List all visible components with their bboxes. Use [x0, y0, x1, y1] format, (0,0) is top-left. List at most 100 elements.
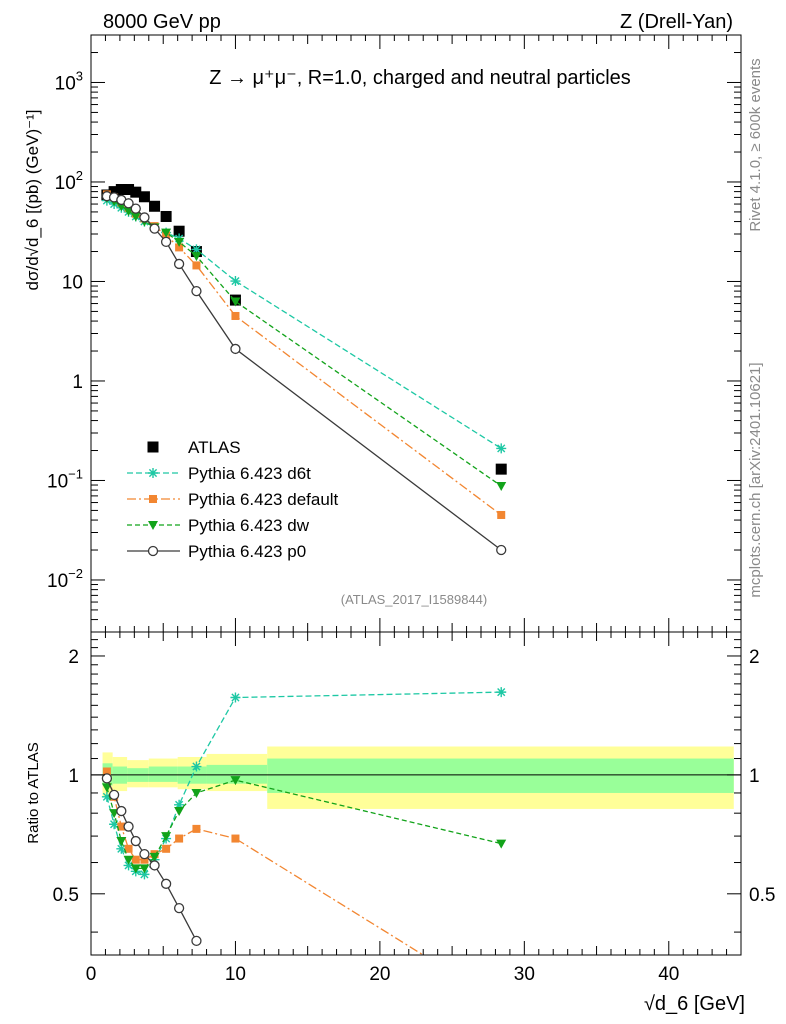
point-atlas — [130, 186, 142, 198]
ratio-point-pythia-6-423-dw — [496, 839, 507, 849]
ratio-point-pythia-6-423-dw — [123, 855, 134, 865]
point-atlas — [173, 225, 185, 237]
x-axis-label: √d_6 [GeV] — [644, 993, 745, 1015]
x-tick-label: 0 — [86, 964, 97, 985]
legend-entry-atlas: ATLAS — [147, 438, 241, 457]
band-inner — [267, 758, 734, 793]
ratio-point-pythia-6-423-dw — [149, 852, 160, 862]
ratio-point-pythia-6-423-p0 — [116, 805, 127, 817]
point-pythia-6-423-p0 — [149, 223, 160, 234]
legend-entry-pythia-6-423-d6t: Pythia 6.423 d6t — [127, 464, 311, 483]
ratio-series-pythia-6-423-dw — [101, 776, 507, 874]
ratio-ticks: 0.5 0.51 12 20 10 20 30 40 — [53, 632, 775, 985]
legend-entry-pythia-6-423-default: Pythia 6.423 default — [127, 490, 339, 509]
ratio-point-pythia-6-423-dw — [161, 832, 172, 842]
ratio-point-pythia-6-423-p0 — [101, 773, 113, 784]
ratio-point-pythia-6-423-default — [162, 844, 171, 853]
ratio-plot-frame — [90, 631, 742, 956]
x-tick-label: 20 — [369, 964, 390, 985]
point-atlas — [138, 191, 150, 203]
main-panel: Z → μ⁺μ⁻, R=1.0, charged and neutral par… — [23, 34, 742, 633]
ratio-y-tick-label-right: 1 — [749, 766, 760, 787]
process-label: Z (Drell-Yan) — [620, 11, 733, 33]
point-pythia-6-423-dw — [230, 297, 241, 307]
ratio-series-layer — [101, 687, 507, 955]
ratio-line-pythia-6-423-d6t — [106, 691, 502, 876]
ratio-point-pythia-6-423-p0 — [160, 878, 172, 889]
ratio-y-tick-label-left: 1 — [68, 766, 79, 787]
ratio-point-pythia-6-423-d6t — [116, 843, 127, 854]
point-pythia-6-423-dw — [130, 212, 141, 222]
legend-marker-atlas — [147, 441, 159, 453]
ratio-point-pythia-6-423-default — [131, 855, 140, 864]
y-tick-label-1000-exponent: 3 — [76, 68, 83, 83]
ratio-point-pythia-6-423-p0 — [191, 935, 202, 947]
y-tick-label-0.01-exponent: −2 — [68, 566, 83, 581]
ratio-point-pythia-6-423-dw — [130, 864, 141, 874]
point-pythia-6-423-dw — [496, 481, 507, 491]
ratio-y-tick-label-right: 0.5 — [749, 885, 775, 906]
y-tick-label-1000: 103 — [55, 68, 83, 94]
y-tick-label-100-exponent: 2 — [76, 168, 83, 183]
ratio-point-pythia-6-423-default — [231, 834, 240, 843]
ratio-point-pythia-6-423-default — [102, 767, 111, 776]
ratio-point-pythia-6-423-d6t — [109, 819, 120, 830]
ratio-point-pythia-6-423-dw — [116, 837, 127, 847]
y-tick-label-0.1: 10−1 — [47, 466, 83, 492]
point-pythia-6-423-default — [175, 243, 184, 252]
y-tick-label-10: 10 — [62, 272, 83, 293]
ratio-point-pythia-6-423-dw — [139, 864, 150, 874]
ratio-y-tick-label-left: 2 — [68, 647, 79, 668]
series-pythia-6-423-p0 — [101, 191, 507, 556]
legend-label-pythia-6-423-default: Pythia 6.423 default — [188, 490, 339, 509]
main-plot-title: Z → μ⁺μ⁻, R=1.0, charged and neutral par… — [209, 67, 631, 89]
ratio-point-pythia-6-423-p0 — [173, 902, 185, 914]
mcplots-label: mcplots.cern.ch [arXiv:2401.10621] — [747, 362, 764, 597]
ratio-point-pythia-6-423-dw — [191, 788, 202, 798]
ratio-point-pythia-6-423-d6t — [230, 692, 241, 703]
y-tick-label-1: 1 — [72, 372, 83, 393]
legend-label-pythia-6-423-dw: Pythia 6.423 dw — [188, 516, 310, 535]
band-inner — [206, 764, 268, 784]
point-atlas — [123, 184, 135, 196]
legend-marker-pythia-6-423-d6t — [148, 468, 158, 478]
legend-marker-pythia-6-423-default — [149, 495, 157, 503]
ratio-y-tick-label-left: 0.5 — [53, 885, 79, 906]
ratio-point-pythia-6-423-default — [140, 855, 149, 864]
ratio-panel: 0.5 0.51 12 20 10 20 30 40 Ratio to ATLAS √d_6 … — [25, 631, 775, 1015]
ratio-point-pythia-6-423-d6t — [123, 860, 134, 871]
legend-label-pythia-6-423-d6t: Pythia 6.423 d6t — [188, 464, 311, 483]
ratio-point-pythia-6-423-p0 — [130, 835, 141, 847]
legend-label-pythia-6-423-p0: Pythia 6.423 p0 — [188, 542, 306, 561]
ratio-point-pythia-6-423-default — [117, 822, 126, 831]
point-pythia-6-423-dw — [161, 228, 172, 238]
ratio-y-axis-label: Ratio to ATLAS — [25, 742, 42, 843]
point-pythia-6-423-default — [231, 311, 240, 320]
ratio-line-pythia-6-423-p0 — [106, 778, 198, 942]
ratio-point-pythia-6-423-default — [124, 844, 133, 853]
x-tick-label: 10 — [225, 964, 246, 985]
point-pythia-6-423-dw — [174, 237, 185, 247]
ratio-point-pythia-6-423-default — [175, 834, 184, 843]
ratio-point-pythia-6-423-d6t — [174, 799, 185, 810]
ratio-point-pythia-6-423-d6t — [139, 869, 150, 880]
legend-marker-pythia-6-423-p0 — [147, 545, 159, 557]
point-pythia-6-423-p0 — [160, 236, 172, 248]
main-y-axis-label: dσ/d√d_6 [(pb) (GeV)⁻¹] — [23, 110, 42, 291]
point-atlas — [149, 200, 161, 212]
ratio-point-pythia-6-423-dw — [230, 776, 241, 786]
series-line-pythia-6-423-dw — [106, 197, 502, 487]
point-pythia-6-423-p0 — [123, 198, 134, 209]
ratio-line-pythia-6-423-dw — [106, 779, 502, 869]
ratio-series-pythia-6-423-p0 — [101, 773, 202, 947]
ratio-point-pythia-6-423-d6t — [101, 791, 112, 802]
point-pythia-6-423-dw — [191, 252, 202, 262]
legend-label-atlas: ATLAS — [188, 438, 241, 457]
point-pythia-6-423-p0 — [139, 212, 150, 223]
point-atlas — [115, 184, 127, 196]
ratio-point-pythia-6-423-p0 — [149, 860, 160, 871]
legend-entry-pythia-6-423-dw: Pythia 6.423 dw — [127, 516, 310, 535]
band-inner — [148, 766, 178, 782]
rivet-label: Rivet 4.1.0, ≥ 600k events — [747, 58, 764, 231]
point-pythia-6-423-default — [497, 510, 506, 519]
